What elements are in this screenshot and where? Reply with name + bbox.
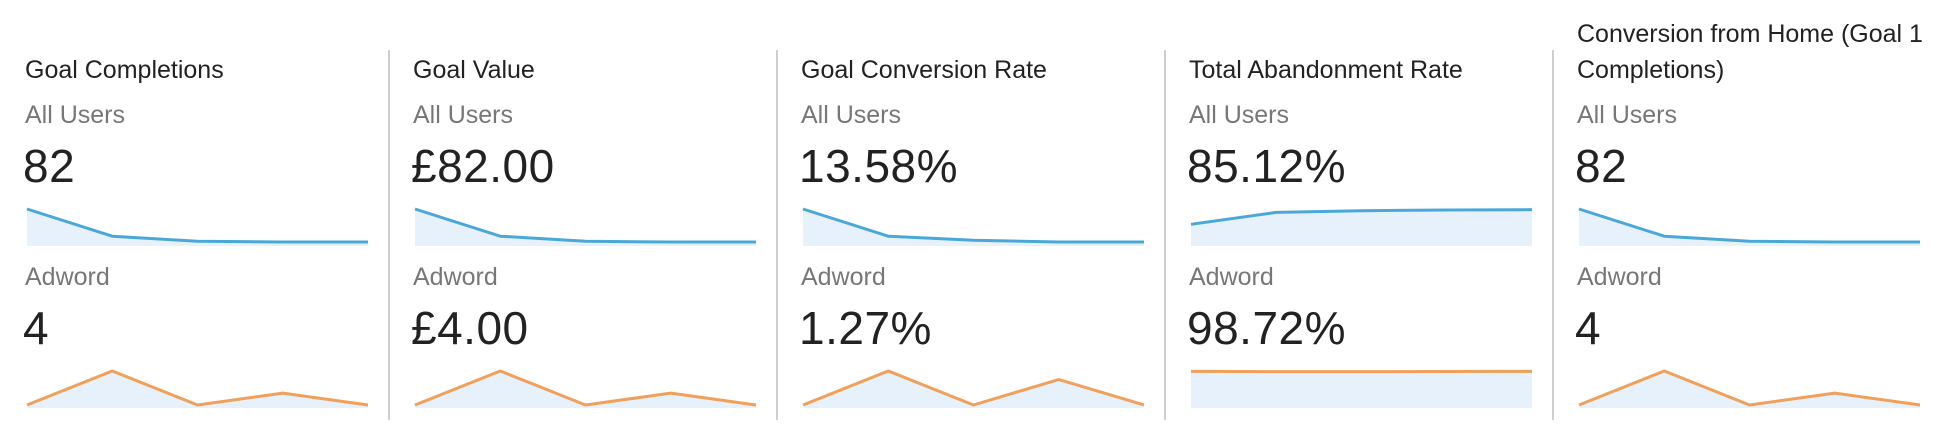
metric-title: Total Abandonment Rate (1189, 56, 1463, 84)
metric-value-all-users: £82.00 (411, 140, 555, 192)
segment-label-all-users: All Users (25, 101, 126, 129)
sparkline-area (1191, 209, 1532, 246)
sparkline-adword (1577, 368, 1922, 408)
sparkline-line (802, 369, 1145, 407)
metric-title: Goal Completions (25, 56, 224, 84)
sparkline-line (26, 369, 369, 407)
scorecard-goal-completions[interactable]: Goal Completions All Users 82 Adword 4 (0, 0, 388, 444)
sparkline-line (802, 207, 1144, 244)
metric-title: Conversion from Home (Goal 1 Completions… (1577, 20, 1923, 84)
sparkline-line (414, 369, 757, 407)
sparkline-line (1190, 208, 1533, 226)
sparkline-line (1578, 369, 1921, 407)
metric-value-all-users: 82 (23, 140, 76, 192)
metric-value-adword: 98.72% (1187, 302, 1347, 354)
segment-label-all-users: All Users (1577, 101, 1678, 129)
metric-value-all-users: 82 (1575, 140, 1628, 192)
segment-label-adword: Adword (25, 263, 110, 291)
segment-label-adword: Adword (801, 263, 886, 291)
sparkline-all-users (1189, 206, 1534, 246)
metric-value-adword: 4 (1575, 302, 1602, 354)
metric-value-all-users: 85.12% (1187, 140, 1347, 192)
sparkline-all-users (413, 206, 758, 246)
metric-value-adword: £4.00 (411, 302, 529, 354)
sparkline-area (27, 371, 368, 408)
scorecard-goal-conversion-rate[interactable]: Goal Conversion Rate All Users 13.58% Ad… (776, 0, 1164, 444)
sparkline-all-users (25, 206, 370, 246)
segment-label-adword: Adword (1189, 263, 1274, 291)
sparkline-adword (1189, 368, 1534, 408)
sparkline-all-users (1577, 206, 1922, 246)
sparkline-adword (413, 368, 758, 408)
segment-label-all-users: All Users (801, 101, 902, 129)
sparkline-all-users (801, 206, 1146, 246)
scorecard-goal-value[interactable]: Goal Value All Users £82.00 Adword £4.00 (388, 0, 776, 444)
metric-title: Goal Value (413, 56, 535, 84)
metric-value-all-users: 13.58% (799, 140, 959, 192)
segment-label-adword: Adword (1577, 263, 1662, 291)
sparkline-adword (801, 368, 1146, 408)
sparkline-line (1578, 207, 1920, 244)
sparkline-area (415, 371, 756, 408)
segment-label-adword: Adword (413, 263, 498, 291)
sparkline-area (1191, 371, 1532, 408)
sparkline-line (414, 207, 756, 244)
segment-label-all-users: All Users (1189, 101, 1290, 129)
scorecard-total-abandonment-rate[interactable]: Total Abandonment Rate All Users 85.12% … (1164, 0, 1552, 444)
sparkline-area (1579, 371, 1920, 408)
metric-value-adword: 1.27% (799, 302, 932, 354)
metric-value-adword: 4 (23, 302, 50, 354)
segment-label-all-users: All Users (413, 101, 514, 129)
sparkline-adword (25, 368, 370, 408)
metric-title: Goal Conversion Rate (801, 56, 1047, 84)
sparkline-line (26, 207, 368, 244)
scorecard-conversion-from-home[interactable]: Conversion from Home (Goal 1 Completions… (1552, 0, 1940, 444)
